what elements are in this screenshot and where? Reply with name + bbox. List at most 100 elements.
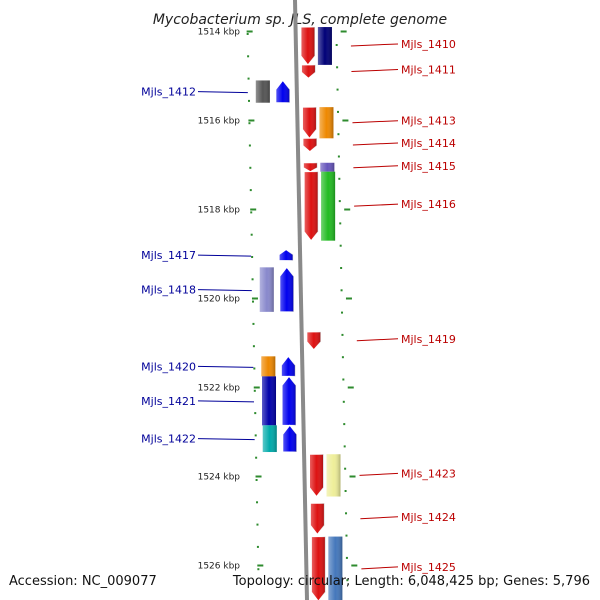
dot-marker [255, 456, 258, 459]
gene-mjls_1418 [259, 266, 295, 313]
feature-block-shade [261, 356, 276, 377]
gene-mjls_1415 [302, 162, 335, 173]
dot-marker [339, 244, 342, 247]
dot-marker [251, 256, 254, 258]
feature-block-shade [255, 80, 270, 103]
gene-arrow-shade [302, 107, 317, 139]
tick-label: 1524 kbp [198, 473, 241, 483]
topology-text: Topology: circular; Length: 6,048,425 bp… [232, 574, 590, 589]
dot-marker [337, 133, 340, 136]
map-title: Mycobacterium sp. JLS, complete genome [153, 12, 447, 28]
dot-marker [336, 110, 339, 113]
feature-block-shade [328, 536, 343, 600]
gene-arrow-shade [279, 249, 294, 261]
gene-arrow-shade [311, 536, 326, 600]
gene-arrow-shade [304, 171, 319, 241]
tick-mark [250, 208, 257, 211]
dot-marker [255, 479, 258, 481]
tick-mark [351, 564, 358, 567]
gene-label: Mjls_1412 [141, 86, 196, 99]
label-leader [351, 69, 399, 73]
dot-marker [257, 568, 260, 571]
label-leader [197, 365, 254, 368]
gene-arrow-shade [302, 138, 317, 152]
gene-label: Mjls_1420 [141, 360, 196, 373]
dot-marker [345, 534, 348, 537]
gene-arrow-shade [275, 80, 290, 103]
feature-block-shade [259, 267, 274, 312]
gene-label: Mjls_1413 [401, 115, 456, 128]
gene-mjls_1414 [302, 137, 318, 153]
label-leader [352, 120, 399, 124]
feature-block-shade [262, 376, 277, 426]
label-leader [197, 91, 248, 94]
label-leader [359, 472, 399, 476]
dot-marker [248, 144, 251, 147]
gene-label: Mjls_1411 [401, 64, 456, 77]
tick-label: 1518 kbp [198, 206, 241, 216]
dot-marker [338, 177, 341, 180]
tick-mark [246, 30, 253, 33]
feature-block-shade [319, 107, 334, 139]
gene-arrow-shade [282, 425, 297, 453]
tick-label: 1516 kbp [198, 117, 241, 127]
tick-mark [349, 475, 356, 478]
gene-mjls_1416 [303, 171, 336, 242]
dot-marker [345, 556, 348, 559]
gene-label: Mjls_1421 [141, 395, 196, 408]
label-leader [197, 438, 255, 441]
gene-mjls_1412 [255, 79, 291, 104]
dot-marker [343, 423, 346, 426]
tick-mark [347, 386, 354, 389]
label-leader [360, 516, 399, 520]
dot-marker [343, 445, 346, 448]
feature-block-shade [317, 27, 332, 65]
genome-backbone [293, 0, 309, 600]
dot-marker [345, 512, 348, 515]
backbone-line [293, 0, 309, 600]
dot-marker [249, 189, 252, 192]
gene-arrow-shade [303, 162, 318, 172]
tick-mark [345, 297, 352, 300]
dot-marker [337, 155, 340, 158]
dot-marker [338, 200, 341, 203]
gene-labels: Mjls_1410 Mjls_1411 Mjls_1412 Mjls_1413 Mjls… [141, 38, 456, 574]
gene-label: Mjls_1423 [401, 467, 456, 480]
gene-mjls_1410 [300, 26, 332, 66]
tick-mark [253, 386, 260, 389]
dot-marker [340, 267, 343, 269]
feature-block-shade [321, 171, 336, 241]
label-leader [197, 254, 252, 257]
gene-mjls_1425 [310, 536, 343, 600]
position-dots [246, 33, 349, 582]
dot-marker [256, 501, 259, 504]
dot-marker [336, 66, 339, 69]
dot-marker [342, 400, 345, 403]
gene-label: Mjls_1424 [401, 511, 456, 524]
dot-marker [247, 99, 250, 102]
dot-marker [252, 345, 255, 348]
gene-label: Mjls_1422 [141, 433, 196, 446]
tick-label: 1520 kbp [198, 295, 241, 305]
feature-block-shade [320, 162, 335, 172]
dot-marker [254, 412, 257, 415]
label-leader [356, 338, 399, 342]
axis-ticks: 1514 kbp 1516 kbp 1518 kbp 1520 kbp 1522 kbp… [198, 28, 358, 572]
tick-label: 1514 kbp [198, 28, 241, 38]
dot-marker [252, 322, 255, 325]
gene-label: Mjls_1414 [401, 137, 456, 150]
dot-marker [335, 44, 338, 46]
tick-label: 1526 kbp [198, 562, 241, 572]
tick-label: 1522 kbp [198, 384, 241, 394]
dot-marker [256, 523, 259, 526]
dot-marker [256, 545, 259, 548]
tick-mark [342, 119, 349, 122]
gene-arrow-shade [300, 27, 315, 65]
gene-mjls_1424 [309, 502, 325, 536]
tick-mark [344, 208, 351, 211]
gene-arrow-shade [309, 454, 324, 497]
gene-mjls_1422 [262, 424, 298, 453]
gene-arrow-shade [281, 356, 296, 377]
gene-mjls_1413 [301, 106, 334, 140]
